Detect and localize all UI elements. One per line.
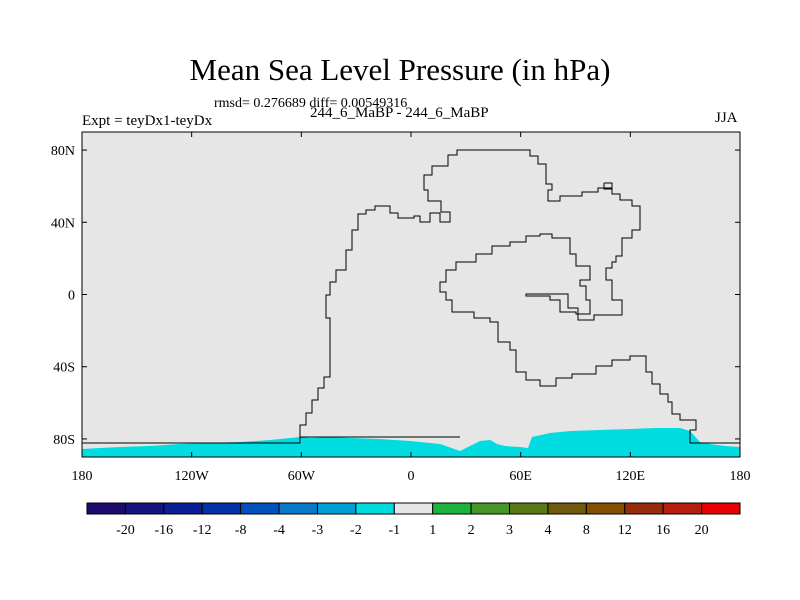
colorbar-swatch — [432, 502, 472, 515]
colorbar-label: 8 — [583, 523, 590, 538]
axis-ticks — [81, 132, 741, 457]
colorbar-swatch — [124, 502, 165, 515]
chart-title: Mean Sea Level Pressure (in hPa) — [189, 52, 611, 87]
rmsd-diff-stats: rmsd= 0.276689 diff= 0.00549316 — [214, 96, 408, 111]
y-tick-label: 80N — [51, 144, 75, 159]
colorbar-swatch — [547, 502, 587, 515]
y-tick-label: 80S — [53, 433, 75, 448]
map-background — [82, 132, 740, 457]
colorbar-swatch — [163, 502, 203, 515]
colorbar-label: -20 — [116, 523, 135, 538]
y-tick-label: 40S — [53, 361, 75, 376]
y-tick-label: 0 — [68, 289, 75, 304]
x-tick-label: 180 — [730, 469, 751, 484]
case-comparison-label: 244_6_MaBP - 244_6_MaBP — [310, 105, 489, 121]
continent-outline-main — [299, 149, 697, 443]
colorbar-swatch — [393, 502, 434, 515]
colorbar-swatch — [355, 502, 395, 515]
colorbar-label: 1 — [429, 523, 436, 538]
colorbar-label: 16 — [656, 523, 670, 538]
x-tick-label: 60W — [288, 469, 316, 484]
colorbar-label: 12 — [618, 523, 632, 538]
colorbar-label: -2 — [350, 523, 362, 538]
colorbar-swatch — [509, 502, 549, 515]
colorbar-label: -16 — [154, 523, 173, 538]
colorbar-swatch — [316, 502, 357, 515]
colorbar-label: -3 — [312, 523, 324, 538]
x-tick-label: 60E — [509, 469, 532, 484]
colorbar-swatch — [585, 502, 626, 515]
colorbar-swatch — [201, 502, 242, 515]
axis-tick-labels: 180 120W 60W 0 60E 120E 180 80N 40N 0 40S 80S — [51, 144, 751, 484]
colorbar-label: -4 — [273, 523, 285, 538]
island-outline — [603, 182, 613, 190]
colorbar-label: -8 — [235, 523, 247, 538]
x-tick-label: 120E — [616, 469, 646, 484]
colorbar-label: 4 — [544, 523, 551, 538]
colorbar-swatch — [86, 502, 126, 515]
x-tick-label: 120W — [175, 469, 210, 484]
colorbar-swatch — [470, 502, 511, 515]
experiment-label: Expt = teyDx1-teyDx — [82, 113, 213, 129]
colorbar-label: -1 — [388, 523, 400, 538]
colorbar-label: 2 — [468, 523, 475, 538]
pressure-anomaly-band — [82, 428, 740, 457]
season-label: JJA — [715, 110, 738, 126]
colorbar-swatch — [624, 502, 664, 515]
colorbar-swatch — [240, 502, 280, 515]
colorbar: -20 -16 -12 -8 -4 -3 -2 -1 1 2 3 4 8 12 16 20 — [86, 502, 741, 538]
x-tick-label: 180 — [72, 469, 93, 484]
antarctic-coastline — [82, 436, 460, 444]
plot-area — [81, 131, 741, 458]
colorbar-swatch — [662, 502, 703, 515]
colorbar-label: 20 — [695, 523, 709, 538]
colorbar-swatch — [278, 502, 318, 515]
y-tick-label: 40N — [51, 216, 75, 231]
colorbar-label: -12 — [193, 523, 212, 538]
colorbar-label: 3 — [506, 523, 513, 538]
x-tick-label: 0 — [408, 469, 415, 484]
colorbar-swatch — [701, 502, 741, 515]
